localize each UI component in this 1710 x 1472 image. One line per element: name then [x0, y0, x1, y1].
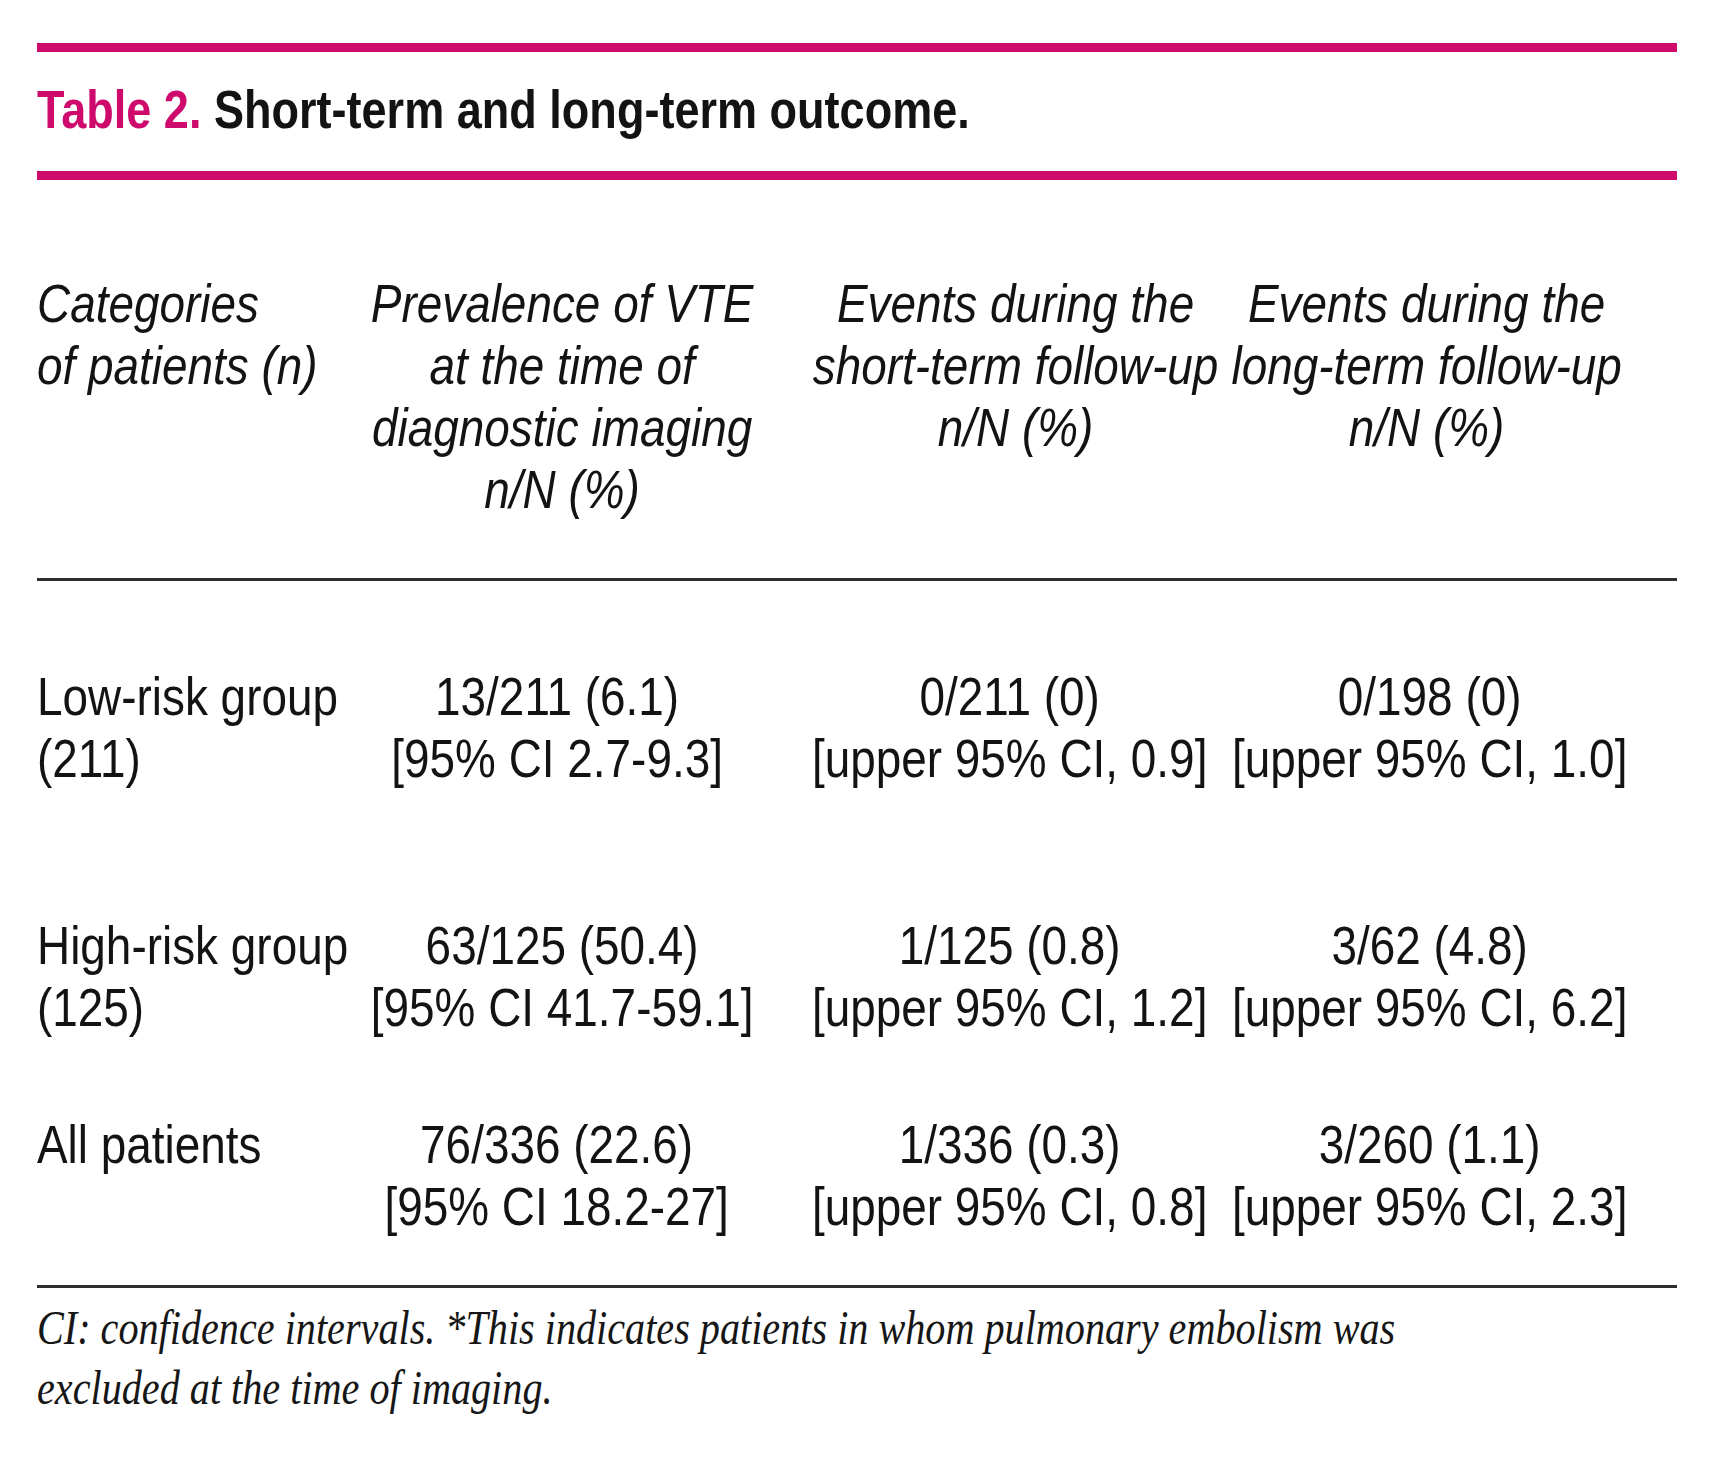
- header-line: n/N (%): [1231, 396, 1621, 458]
- header-line: at the time of: [371, 334, 754, 396]
- row-cell-inner: All patients: [37, 1113, 262, 1175]
- row-cell-inner: 1/125 (0.8) [upper 95% CI, 1.2]: [812, 914, 1207, 1038]
- row-cell-inner: High-risk group (125): [37, 914, 348, 1038]
- row-cell-inner: 63/125 (50.4) [95% CI 41.7-59.1]: [371, 914, 754, 1038]
- header-line: diagnostic imaging: [371, 396, 754, 458]
- row-cell-category: High-risk group (125): [37, 914, 337, 1038]
- cell-line: 3/260 (1.1): [1232, 1113, 1627, 1175]
- row-cell-long-term: 3/62 (4.8) [upper 95% CI, 6.2]: [1197, 914, 1647, 1038]
- cell-line: [upper 95% CI, 0.8]: [812, 1175, 1207, 1237]
- table-row-all-patients: All patients 76/336 (22.6) [95% CI 18.2-…: [37, 1113, 1647, 1237]
- table-row-low-risk: Low-risk group (211) 13/211 (6.1) [95% C…: [37, 665, 1647, 789]
- cell-line: 3/62 (4.8): [1232, 914, 1627, 976]
- cell-line: 1/125 (0.8): [812, 914, 1207, 976]
- row-cell-inner: 3/260 (1.1) [upper 95% CI, 2.3]: [1232, 1113, 1627, 1237]
- table-figure-page: Table 2. Short-term and long-term outcom…: [0, 0, 1710, 1472]
- row-cell-inner: 0/198 (0) [upper 95% CI, 1.0]: [1232, 665, 1627, 789]
- cell-line: [upper 95% CI, 0.9]: [812, 727, 1207, 789]
- cell-line: [upper 95% CI, 2.3]: [1232, 1175, 1627, 1237]
- row-cell-inner: 0/211 (0) [upper 95% CI, 0.9]: [812, 665, 1207, 789]
- row-cell-inner: 13/211 (6.1) [95% CI 2.7-9.3]: [391, 665, 723, 789]
- row-cell-category: Low-risk group (211): [37, 665, 337, 789]
- cell-line: [95% CI 41.7-59.1]: [371, 976, 754, 1038]
- footnote-inner: CI: confidence intervals. *This indicate…: [37, 1298, 1395, 1418]
- header-cell-inner: Categories of patients (n): [37, 272, 318, 396]
- header-divider-rule: [37, 578, 1677, 581]
- cell-line: (211): [37, 727, 338, 789]
- cell-line: 76/336 (22.6): [385, 1113, 729, 1175]
- cell-line: High-risk group: [37, 914, 348, 976]
- footnote-line: excluded at the time of imaging.: [37, 1358, 1395, 1418]
- row-cell-category: All patients: [37, 1113, 337, 1237]
- row-cell-prevalence: 13/211 (6.1) [95% CI 2.7-9.3]: [337, 665, 777, 789]
- table-title-inner: Table 2. Short-term and long-term outcom…: [37, 80, 970, 141]
- table-title-text: Short-term and long-term outcome.: [214, 80, 970, 139]
- row-cell-prevalence: 76/336 (22.6) [95% CI 18.2-27]: [337, 1113, 777, 1237]
- cell-line: All patients: [37, 1113, 262, 1175]
- table-header-row: Categories of patients (n) Prevalence of…: [37, 272, 1647, 520]
- cell-line: 13/211 (6.1): [391, 665, 723, 727]
- header-cell-categories: Categories of patients (n): [37, 272, 337, 520]
- cell-line: (125): [37, 976, 348, 1038]
- header-line: Categories: [37, 272, 318, 334]
- table-title: Table 2. Short-term and long-term outcom…: [37, 80, 1134, 141]
- header-line: long-term follow-up: [1231, 334, 1621, 396]
- header-line: short-term follow-up: [813, 334, 1219, 396]
- row-cell-long-term: 0/198 (0) [upper 95% CI, 1.0]: [1197, 665, 1647, 789]
- header-cell-inner: Prevalence of VTE at the time of diagnos…: [371, 272, 754, 520]
- cell-line: [95% CI 2.7-9.3]: [391, 727, 723, 789]
- header-cell-prevalence: Prevalence of VTE at the time of diagnos…: [337, 272, 777, 520]
- row-cell-inner: Low-risk group (211): [37, 665, 338, 789]
- cell-line: 0/198 (0): [1232, 665, 1627, 727]
- row-cell-short-term: 1/125 (0.8) [upper 95% CI, 1.2]: [777, 914, 1197, 1038]
- header-line: Events during the: [813, 272, 1219, 334]
- footnote-divider-rule: [37, 1285, 1677, 1288]
- cell-line: [upper 95% CI, 1.0]: [1232, 727, 1627, 789]
- table-title-label: Table 2.: [37, 80, 201, 139]
- header-line: n/N (%): [371, 458, 754, 520]
- footnote-line: CI: confidence intervals. *This indicate…: [37, 1298, 1395, 1358]
- header-cell-short-term: Events during the short-term follow-up n…: [777, 272, 1197, 520]
- header-line: n/N (%): [813, 396, 1219, 458]
- row-cell-prevalence: 63/125 (50.4) [95% CI 41.7-59.1]: [337, 914, 777, 1038]
- cell-line: 63/125 (50.4): [371, 914, 754, 976]
- header-line: Prevalence of VTE: [371, 272, 754, 334]
- cell-line: 0/211 (0): [812, 665, 1207, 727]
- row-cell-inner: 76/336 (22.6) [95% CI 18.2-27]: [385, 1113, 729, 1237]
- table-footnote: CI: confidence intervals. *This indicate…: [37, 1298, 1693, 1418]
- cell-line: [upper 95% CI, 6.2]: [1232, 976, 1627, 1038]
- row-cell-long-term: 3/260 (1.1) [upper 95% CI, 2.3]: [1197, 1113, 1647, 1237]
- row-cell-short-term: 0/211 (0) [upper 95% CI, 0.9]: [777, 665, 1197, 789]
- cell-line: Low-risk group: [37, 665, 338, 727]
- cell-line: [upper 95% CI, 1.2]: [812, 976, 1207, 1038]
- header-line: of patients (n): [37, 334, 318, 396]
- header-cell-inner: Events during the long-term follow-up n/…: [1231, 272, 1621, 458]
- top-accent-rule: [37, 43, 1677, 52]
- table-row-high-risk: High-risk group (125) 63/125 (50.4) [95%…: [37, 914, 1647, 1038]
- header-cell-inner: Events during the short-term follow-up n…: [813, 272, 1219, 458]
- row-cell-inner: 1/336 (0.3) [upper 95% CI, 0.8]: [812, 1113, 1207, 1237]
- row-cell-short-term: 1/336 (0.3) [upper 95% CI, 0.8]: [777, 1113, 1197, 1237]
- header-cell-long-term: Events during the long-term follow-up n/…: [1197, 272, 1647, 520]
- cell-line: 1/336 (0.3): [812, 1113, 1207, 1175]
- row-cell-inner: 3/62 (4.8) [upper 95% CI, 6.2]: [1232, 914, 1627, 1038]
- header-line: Events during the: [1231, 272, 1621, 334]
- title-bottom-accent-rule: [37, 171, 1677, 180]
- cell-line: [95% CI 18.2-27]: [385, 1175, 729, 1237]
